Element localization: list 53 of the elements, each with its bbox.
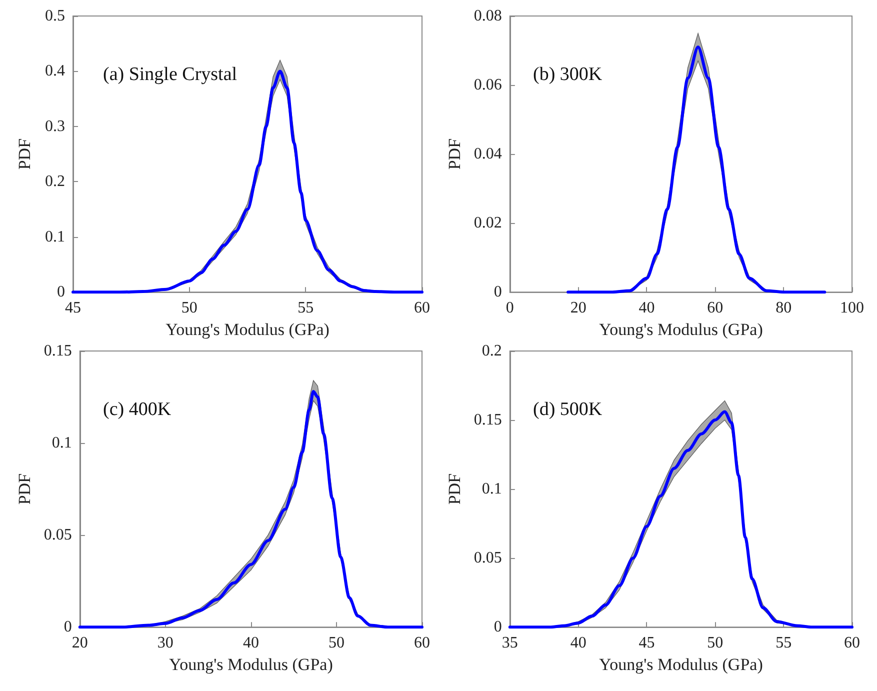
x-tick-label: 60 bbox=[414, 634, 430, 652]
x-tick-label: 20 bbox=[570, 300, 586, 317]
text: (a) Single Crystal bbox=[103, 64, 238, 85]
y-tick-label: 0.2 bbox=[45, 173, 65, 190]
y-tick-label: 0.4 bbox=[45, 62, 65, 80]
x-axis-title: Young's Modulus (GPa) bbox=[169, 655, 333, 674]
y-tick-label: 0.2 bbox=[482, 342, 502, 360]
y-tick-label: 0 bbox=[494, 284, 502, 301]
y-axis-title: PDF bbox=[445, 138, 464, 170]
x-tick-label: 55 bbox=[776, 634, 792, 652]
x-tick-label: 40 bbox=[242, 634, 259, 652]
y-tick-label: 0.1 bbox=[482, 480, 502, 498]
y-tick-label: 0.02 bbox=[474, 214, 502, 232]
x-axis-title: Young's Modulus (GPa) bbox=[599, 320, 763, 339]
text: (b) 300K bbox=[533, 64, 602, 85]
y-tick-label: 0.15 bbox=[474, 412, 502, 429]
y-axis-title: PDF bbox=[15, 473, 34, 505]
x-tick-label: 40 bbox=[638, 300, 655, 317]
x-axis-title: Young's Modulus (GPa) bbox=[166, 320, 330, 339]
x-tick-label: 30 bbox=[157, 634, 174, 652]
y-tick-label: 0 bbox=[64, 618, 72, 636]
x-tick-label: 35 bbox=[502, 634, 518, 652]
x-tick-label: 45 bbox=[65, 300, 81, 317]
y-tick-label: 0.1 bbox=[52, 434, 72, 452]
y-axis-title: PDF bbox=[15, 138, 34, 170]
x-tick-label: 0 bbox=[506, 300, 514, 317]
x-tick-label: 40 bbox=[570, 634, 586, 652]
x-tick-label: 60 bbox=[844, 634, 860, 652]
y-tick-label: 0.04 bbox=[474, 146, 502, 163]
x-axis-title: Young's Modulus (GPa) bbox=[599, 655, 763, 674]
x-tick-label: 45 bbox=[638, 634, 655, 652]
y-tick-label: 0.15 bbox=[44, 342, 72, 360]
x-tick-label: 50 bbox=[181, 300, 198, 317]
y-tick-label: 0.1 bbox=[45, 228, 65, 246]
y-tick-label: 0 bbox=[57, 284, 65, 301]
y-tick-label: 0.05 bbox=[474, 550, 502, 567]
y-tick-label: 0.08 bbox=[474, 8, 502, 24]
x-tick-label: 60 bbox=[707, 300, 724, 317]
x-tick-label: 20 bbox=[72, 634, 88, 652]
x-tick-label: 50 bbox=[707, 634, 724, 652]
x-tick-label: 80 bbox=[776, 300, 792, 317]
x-tick-label: 100 bbox=[840, 300, 864, 317]
y-tick-label: 0.05 bbox=[44, 526, 72, 544]
text: (d) 500K bbox=[533, 399, 602, 420]
text: (c) 400K bbox=[103, 399, 172, 420]
y-tick-label: 0.06 bbox=[474, 76, 502, 94]
x-tick-label: 50 bbox=[328, 634, 344, 652]
y-tick-label: 0.5 bbox=[45, 8, 65, 24]
x-tick-label: 55 bbox=[298, 300, 314, 317]
y-tick-label: 0 bbox=[494, 618, 502, 636]
y-tick-label: 0.3 bbox=[45, 118, 65, 135]
y-axis-title: PDF bbox=[445, 473, 464, 505]
x-tick-label: 60 bbox=[414, 300, 430, 317]
